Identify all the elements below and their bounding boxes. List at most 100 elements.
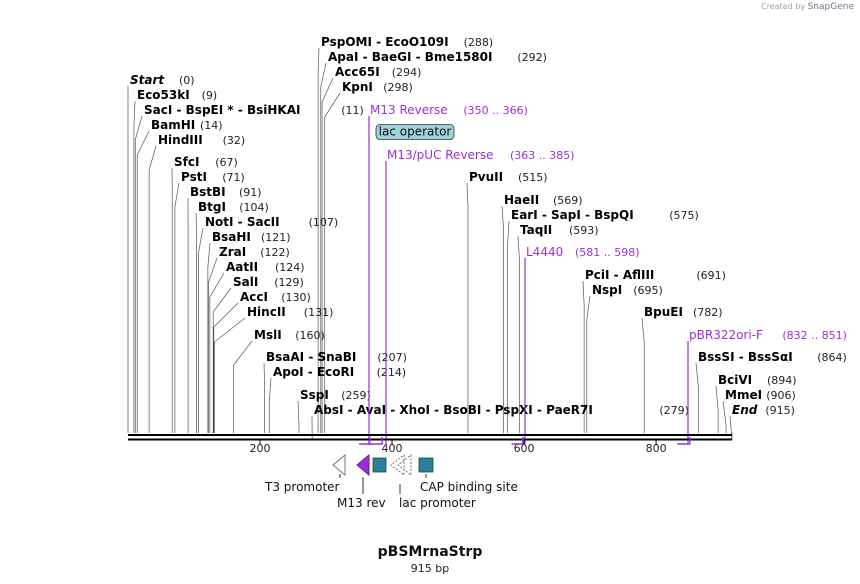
primer-m13-puc-reverse[interactable]: M13/pUC Reverse (363 .. 385) [385,148,575,444]
site-label: AatII [226,260,258,274]
site-bsssi-bsss-i[interactable]: BssSI - BssSαI (864) [698,350,847,364]
site-bsahi[interactable]: BsaHI (121) [212,230,291,244]
site-label: PstI [181,170,207,184]
site-zrai[interactable]: ZraI (122) [219,245,290,259]
site-label: EarI - SapI - BspQI [511,208,634,222]
site-pspomi-ecoo109i[interactable]: PspOMI - EcoO109I (288) [321,35,493,49]
site-position: (0) [179,74,195,87]
site-haeii[interactable]: HaeII (569) [504,193,583,207]
site-stem [208,257,218,433]
site-end[interactable]: End (915) [732,403,795,417]
site-position: (67) [215,156,238,169]
m13-rev-label: M13 rev [337,496,386,510]
site-position: (864) [817,351,847,364]
primer-l4440[interactable]: L4440 (581 .. 598) [524,245,640,444]
lac-operator-box[interactable] [372,457,387,473]
site-label: BpuEI [644,305,683,319]
site-position: (259) [341,389,371,402]
site-label: Start [130,73,165,87]
site-eari-sapi-bspqi[interactable]: EarI - SapI - BspQI (575) [511,208,699,222]
site-label: BsaAI - SnaBI [266,350,356,364]
site-label: SspI [300,388,329,402]
primer-label: L4440 [526,245,563,259]
site-nspi[interactable]: NspI (695) [592,283,663,297]
site-stem [212,287,232,433]
primer-label: M13/pUC Reverse [387,148,494,162]
site-label: ApoI - EcoRI [273,365,354,379]
site-stem [586,295,591,433]
site-position: (124) [275,261,305,274]
site-label: ZraI [219,245,246,259]
site-start[interactable]: Start (0) [130,73,195,87]
site-sfci[interactable]: SfcI (67) [174,155,238,169]
plasmid-title: pBSMrnaStrp [377,544,483,560]
site-eco53ki[interactable]: Eco53kI (9) [137,88,217,102]
site-label: SacI - BspEI * - BsiHKAI [144,103,300,117]
site-stem [324,92,341,433]
m13-rev-arrow[interactable] [356,453,370,477]
site-position: (298) [383,81,413,94]
site-saci-bspei-bsihkai[interactable]: SacI - BspEI * - BsiHKAI (11) [144,103,364,117]
site-bstbi[interactable]: BstBI (91) [190,185,262,199]
site-bsaai-snabi[interactable]: BsaAI - SnaBI (207) [266,350,407,364]
site-position: (9) [202,89,218,102]
site-acci[interactable]: AccI (130) [240,290,311,304]
site-stem [209,272,225,433]
site-stem [320,62,327,433]
site-pvuii[interactable]: PvuII (515) [469,170,548,184]
site-acc65i[interactable]: Acc65I (294) [335,65,421,79]
site-sali[interactable]: SalI (129) [233,275,304,289]
lac-operator-label: lac operator [379,125,452,139]
site-position: (32) [223,134,246,147]
site-bpuei[interactable]: BpuEI (782) [644,305,723,319]
site-noti-sacii[interactable]: NotI - SacII (107) [205,215,338,229]
site-label: PvuII [469,170,503,184]
site-label: PciI - AflIII [585,268,654,282]
site-hincii[interactable]: HincII (131) [247,305,333,319]
site-apai-baegi-bme1580i[interactable]: ApaI - BaeGI - Bme1580I (292) [328,50,547,64]
site-stem [695,362,699,433]
site-position: (207) [377,351,407,364]
site-taqii[interactable]: TaqII (593) [520,223,599,237]
site-position: (214) [377,366,407,379]
site-psti[interactable]: PstI (71) [181,170,245,184]
lac-operator-feature[interactable]: lac operator [375,124,455,140]
site-absi-avai-xhoi-bsobi-pspxi-paer7i[interactable]: AbsI - AvaI - XhoI - BsoBI - PspXI - Pae… [314,403,689,417]
site-position: (121) [261,231,291,244]
t3-promoter-label: T3 promoter [264,480,340,494]
site-bamhi[interactable]: BamHI (14) [151,118,223,132]
site-aatii[interactable]: AatII (124) [226,260,305,274]
site-position: (107) [309,216,339,229]
primer-m13-reverse[interactable]: M13 Reverse (350 .. 366) [368,103,528,444]
cap-binding-site-box[interactable] [418,457,434,473]
ruler-tick-label: 800 [646,442,667,455]
site-label: HincII [247,305,286,319]
site-stem [214,317,246,433]
site-stem [195,212,198,433]
site-hindiii[interactable]: HindIII (32) [158,133,245,147]
feature-track: T3 promoter M13 rev lac promoter CAP bin… [264,453,518,510]
site-stem [148,145,157,433]
site-stem [507,220,510,433]
site-position: (906) [766,389,796,402]
t3-promoter-arrow[interactable] [332,453,346,477]
site-bcivi[interactable]: BciVI (894) [718,373,797,387]
primer-pbr322ori-f[interactable]: pBR322ori-F (832 .. 851) [687,328,847,444]
site-msli[interactable]: MslI (160) [254,328,325,342]
site-sspi[interactable]: SspI (259) [300,388,371,402]
site-position: (129) [274,276,304,289]
site-position: (294) [392,66,422,79]
site-kpni[interactable]: KpnI (298) [342,80,413,94]
site-apoi-ecori[interactable]: ApoI - EcoRI (214) [273,365,406,379]
primer-range: (581 .. 598) [575,246,640,259]
site-stem [321,77,334,433]
site-mmei[interactable]: MmeI (906) [725,388,796,402]
plasmid-length: 915 bp [410,562,450,575]
site-pcii-afliii[interactable]: PciI - AflIII (691) [585,268,726,282]
site-label: AccI [240,290,268,304]
site-stem [582,280,585,433]
site-btgi[interactable]: BtgI (104) [198,200,269,214]
site-stem [517,235,520,433]
site-label: ApaI - BaeGI - Bme1580I [328,50,492,64]
